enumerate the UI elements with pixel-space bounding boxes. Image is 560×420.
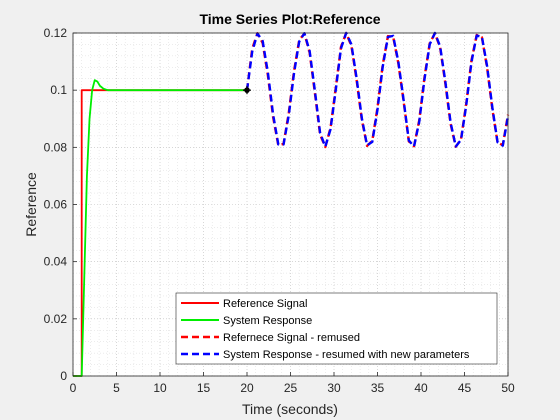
series-response-resumed bbox=[245, 31, 510, 148]
x-tick-label: 25 bbox=[284, 381, 298, 395]
y-tick-label: 0.02 bbox=[44, 312, 68, 326]
y-axis-ticks: 0 0.02 0.04 0.06 0.08 0.1 0.12 bbox=[44, 26, 77, 383]
y-tick-label: 0.06 bbox=[44, 198, 68, 212]
legend-label-reference-signal: Reference Signal bbox=[223, 298, 307, 310]
x-tick-label: 30 bbox=[327, 381, 341, 395]
x-tick-label: 40 bbox=[414, 381, 428, 395]
legend[interactable]: Reference Signal System Response Referne… bbox=[175, 292, 498, 365]
y-axis-label: Reference bbox=[23, 172, 39, 237]
y-tick-label: 0.1 bbox=[50, 83, 67, 97]
x-tick-label: 5 bbox=[113, 381, 120, 395]
chart-title: Time Series Plot:Reference bbox=[199, 11, 380, 27]
x-tick-label: 10 bbox=[153, 381, 167, 395]
y-tick-label: 0.08 bbox=[44, 140, 68, 154]
x-tick-label: 0 bbox=[70, 381, 77, 395]
y-tick-label: 0.12 bbox=[44, 26, 68, 40]
series-system-response bbox=[73, 79, 247, 377]
x-axis-label: Time (seconds) bbox=[242, 401, 338, 417]
series-layer bbox=[73, 31, 510, 377]
legend-label-system-response: System Response bbox=[223, 315, 312, 327]
x-tick-label: 50 bbox=[501, 381, 515, 395]
legend-entry-reference-signal[interactable]: Reference Signal bbox=[181, 298, 307, 310]
x-axis-ticks: 0 5 10 15 20 25 30 35 40 45 50 bbox=[70, 372, 515, 395]
legend-label-reference-resumed: Refernece Signal - remused bbox=[223, 332, 360, 344]
y-tick-label: 0 bbox=[60, 369, 67, 383]
legend-label-response-resumed: System Response - resumed with new param… bbox=[223, 349, 470, 361]
y-tick-label: 0.04 bbox=[44, 255, 68, 269]
marker-layer bbox=[243, 86, 251, 95]
legend-entry-system-response[interactable]: System Response bbox=[181, 315, 312, 327]
x-tick-label: 20 bbox=[240, 381, 254, 395]
x-tick-label: 45 bbox=[458, 381, 472, 395]
x-tick-label: 15 bbox=[197, 381, 211, 395]
legend-entry-response-resumed[interactable]: System Response - resumed with new param… bbox=[181, 349, 470, 361]
legend-box bbox=[175, 292, 498, 365]
legend-entry-reference-resumed[interactable]: Refernece Signal - remused bbox=[181, 332, 360, 344]
x-tick-label: 35 bbox=[371, 381, 385, 395]
